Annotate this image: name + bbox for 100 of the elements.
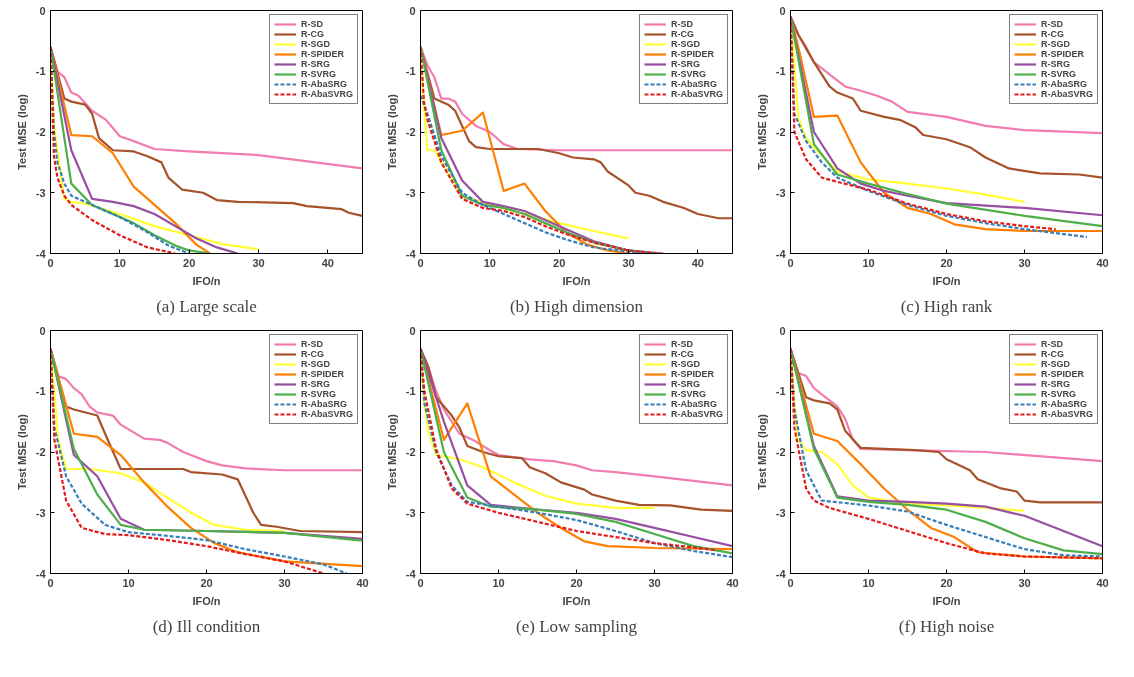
legend-label: R-SPIDER (300, 49, 344, 59)
legend-label: R-CG (670, 349, 694, 359)
y-tick-label: -4 (35, 567, 47, 580)
x-tick-label: 20 (553, 256, 566, 269)
x-tick-label: 40 (356, 576, 369, 589)
legend-label: R-SD (670, 339, 693, 349)
legend-label: R-SVRG (670, 69, 706, 79)
y-tick-label: -3 (405, 506, 416, 519)
legend-label: R-CG (1040, 29, 1064, 39)
x-tick-label: 20 (940, 256, 953, 269)
legend-label: R-SVRG (670, 389, 706, 399)
legend-label: R-SD (300, 19, 323, 29)
x-axis-title: IFO/n (932, 594, 961, 607)
y-tick-label: -4 (775, 567, 787, 580)
y-tick-label: -2 (775, 126, 786, 138)
y-tick-label: -1 (405, 65, 416, 78)
y-tick-label: -4 (405, 247, 417, 260)
x-tick-label: 30 (1018, 256, 1031, 269)
x-tick-label: 20 (940, 576, 953, 589)
legend-label: R-SRG (670, 59, 700, 69)
y-tick-label: -2 (405, 446, 416, 458)
y-tick-label: -2 (405, 126, 416, 138)
legend-label: R-SPIDER (670, 49, 714, 59)
y-tick-label: -1 (35, 385, 46, 398)
legend-label: R-SD (300, 339, 323, 349)
y-tick-label: -3 (405, 186, 416, 199)
x-tick-label: 40 (691, 256, 704, 269)
x-tick-label: 30 (252, 256, 265, 269)
legend-label: R-SD (1040, 19, 1063, 29)
legend-label: R-SRG (300, 379, 330, 389)
y-tick-label: -4 (35, 247, 47, 260)
y-tick-label: -3 (35, 506, 46, 519)
x-tick-label: 40 (726, 576, 739, 589)
y-tick-label: -2 (775, 446, 786, 458)
x-tick-label: 40 (321, 256, 334, 269)
y-tick-label: -3 (775, 506, 786, 519)
legend-label: R-SD (670, 19, 693, 29)
y-tick-label: -4 (405, 567, 417, 580)
y-axis-title: Test MSE (log) (385, 413, 398, 490)
legend-label: R-SD (1040, 339, 1063, 349)
legend-label: R-SRG (1040, 379, 1070, 389)
text: (b) High dimension (509, 296, 644, 316)
legend-label: R-AbaSRG (670, 79, 717, 89)
x-tick-label: 30 (648, 576, 661, 589)
y-tick-label: -4 (775, 247, 787, 260)
x-tick-label: 10 (483, 256, 496, 269)
legend-label: R-SPIDER (300, 369, 344, 379)
x-tick-label: 30 (1018, 576, 1031, 589)
x-tick-label: 20 (183, 256, 196, 269)
legend-label: R-SVRG (300, 69, 336, 79)
legend-label: R-CG (300, 349, 324, 359)
y-tick-label: -3 (775, 186, 786, 199)
x-tick-label: 40 (1096, 576, 1109, 589)
legend-label: R-SRG (1040, 59, 1070, 69)
legend-label: R-SRG (300, 59, 330, 69)
y-axis-title: Test MSE (log) (755, 93, 768, 170)
y-axis-title: Test MSE (log) (15, 93, 28, 170)
x-tick-label: 20 (200, 576, 213, 589)
x-tick-label: 40 (1096, 256, 1109, 269)
y-tick-label: -1 (405, 385, 416, 398)
legend-label: R-AbaSRG (300, 399, 347, 409)
y-tick-label: -1 (35, 65, 46, 78)
legend-label: R-CG (1040, 349, 1064, 359)
legend-label: R-SPIDER (1040, 369, 1084, 379)
x-axis-title: IFO/n (192, 594, 221, 607)
legend-label: R-SPIDER (1040, 49, 1084, 59)
x-axis-title: IFO/n (562, 594, 591, 607)
x-tick-label: 10 (862, 576, 875, 589)
legend-label: R-AbaSRG (1040, 399, 1087, 409)
text: (a) Large scale (156, 296, 257, 316)
y-tick-label: 0 (779, 324, 786, 337)
legend-label: R-AbaSVRG (300, 89, 353, 99)
legend-label: R-AbaSVRG (300, 409, 353, 419)
legend-label: R-SPIDER (670, 369, 714, 379)
legend-label: R-AbaSRG (1040, 79, 1087, 89)
legend-label: R-CG (670, 29, 694, 39)
legend-label: R-AbaSRG (300, 79, 347, 89)
legend-label: R-SGD (300, 359, 330, 369)
x-tick-label: 10 (862, 256, 875, 269)
legend-label: R-SGD (1040, 359, 1070, 369)
x-tick-label: 10 (113, 256, 126, 269)
y-axis-title: Test MSE (log) (755, 413, 768, 490)
x-axis-title: IFO/n (192, 274, 221, 287)
legend-label: R-AbaSRG (670, 399, 717, 409)
legend-label: R-SRG (670, 379, 700, 389)
legend-label: R-SVRG (1040, 69, 1076, 79)
y-tick-label: 0 (779, 4, 786, 17)
legend-label: R-SVRG (1040, 389, 1076, 399)
legend-label: R-SVRG (300, 389, 336, 399)
legend-label: R-SGD (670, 359, 700, 369)
text: (d) Ill condition (152, 616, 261, 636)
y-tick-label: -3 (35, 186, 46, 199)
text: (c) High rank (900, 296, 993, 316)
x-tick-label: 10 (492, 576, 505, 589)
x-axis-title: IFO/n (562, 274, 591, 287)
text: (f) High noise (898, 616, 995, 636)
y-tick-label: -1 (775, 385, 786, 398)
legend-label: R-CG (300, 29, 324, 39)
y-tick-label: -2 (35, 446, 46, 458)
x-tick-label: 20 (570, 576, 583, 589)
